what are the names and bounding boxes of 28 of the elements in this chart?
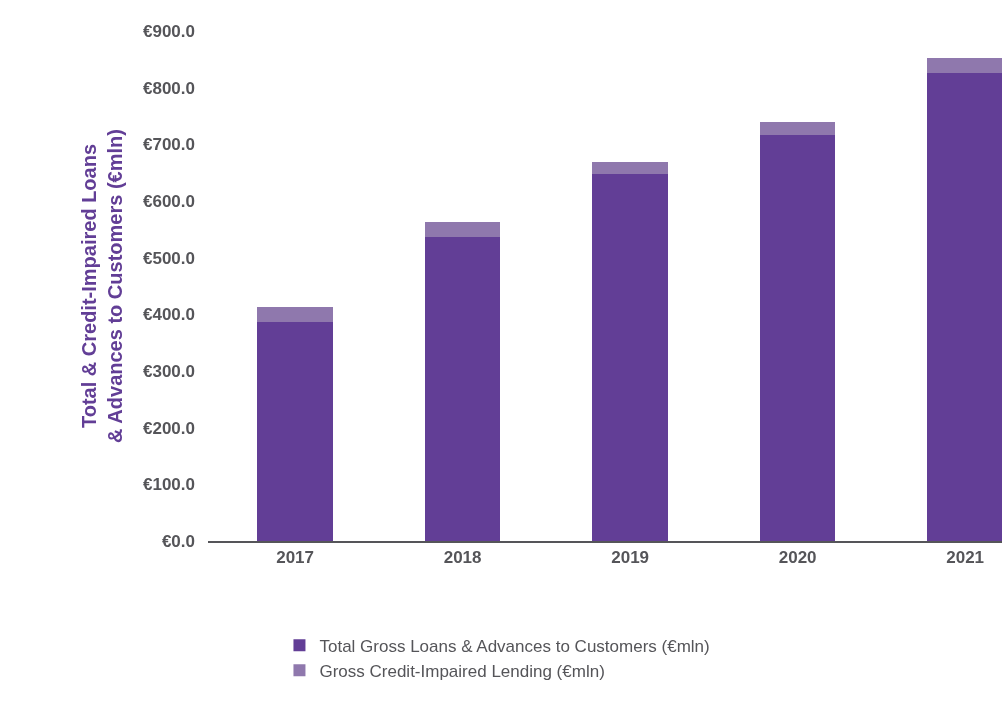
- x-tick-label: 2019: [611, 548, 650, 568]
- x-tick-label: 2020: [778, 548, 817, 568]
- bar: [592, 161, 668, 175]
- y-tick-label: €800.0: [143, 78, 195, 98]
- bar: [759, 122, 836, 135]
- y-tick-label: €600.0: [143, 191, 195, 211]
- bar: [424, 221, 501, 238]
- y-axis-title: Total & Credit-Impaired Loans & Advances to Customers (€mln): [77, 129, 126, 443]
- bar: [257, 306, 333, 323]
- x-tick-label: 2021: [946, 548, 985, 568]
- y-tick-label: €100.0: [143, 475, 195, 495]
- y-tick-label: €0.0: [161, 531, 195, 551]
- y-tick-label: €500.0: [143, 248, 195, 268]
- bar: [592, 174, 668, 541]
- legend-label: Gross Credit-Impaired Lending (€mln): [319, 661, 605, 681]
- x-tick-label: 2018: [443, 548, 482, 568]
- bar: [927, 72, 1002, 541]
- bar: [927, 58, 1002, 73]
- y-tick-label: €900.0: [143, 21, 195, 41]
- bar: [257, 322, 333, 541]
- y-tick-label: €200.0: [143, 418, 195, 438]
- y-tick-label: €300.0: [143, 361, 195, 381]
- legend-label: Total Gross Loans & Advances to Customers (€mln): [319, 636, 710, 656]
- bar: [759, 134, 836, 541]
- y-tick-label: €400.0: [143, 305, 195, 325]
- x-tick-label: 2017: [276, 548, 315, 568]
- bar: [424, 237, 501, 541]
- y-tick-label: €700.0: [143, 135, 195, 155]
